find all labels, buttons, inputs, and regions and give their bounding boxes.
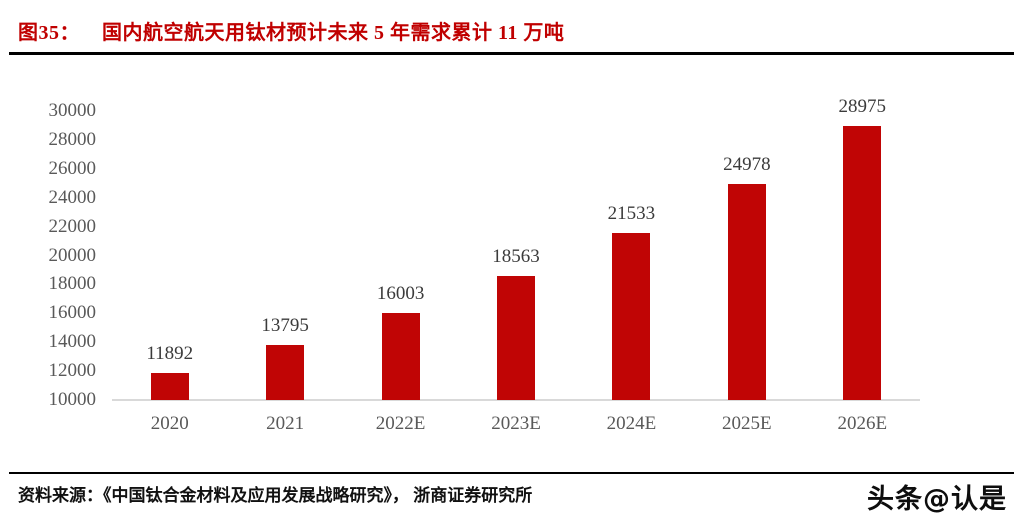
x-axis-category-label: 2020 xyxy=(150,413,189,434)
y-axis-tick-label: 14000 xyxy=(48,331,97,353)
y-axis: 30000 28000 26000 24000 22000 20000 18000 16000… xyxy=(16,100,97,410)
bar-2020 xyxy=(150,372,189,400)
bar-value-label: 18563 xyxy=(492,246,540,268)
figure-number-label: 图35： xyxy=(18,22,80,44)
y-axis-tick-label: 30000 xyxy=(48,100,97,121)
bar-value-label: 21533 xyxy=(607,203,656,225)
bar-2025E xyxy=(727,183,766,400)
y-axis-tick-label: 10000 xyxy=(48,389,97,410)
y-axis-tick-label: 22000 xyxy=(48,215,97,237)
bar-value-label: 16003 xyxy=(376,283,425,305)
bar-2021 xyxy=(266,345,305,400)
y-axis-tick-label: 20000 xyxy=(48,244,97,266)
watermark: 头条@认是 xyxy=(867,484,1007,515)
y-axis-tick-label: 24000 xyxy=(48,186,97,208)
bar-2023E xyxy=(497,276,535,400)
x-axis-category-label: 2025E xyxy=(722,413,772,434)
bar-value-label: 13795 xyxy=(261,315,309,337)
top-divider xyxy=(9,52,1014,55)
x-axis-category-label: 2021 xyxy=(266,413,305,434)
x-axis-category-label: 2026E xyxy=(837,413,888,434)
plot-area: 11892 2020 13795 2021 16003 2022E 18563 2023E 21… xyxy=(112,96,920,434)
x-axis-category-label: 2022E xyxy=(375,413,426,434)
y-axis-tick-label: 28000 xyxy=(48,128,97,150)
figure-title-text: 国内航空航天用钛材预计未来 5 年需求累计 11 万吨 xyxy=(102,22,565,44)
bar-2026E xyxy=(843,125,882,400)
bar-value-label: 28975 xyxy=(838,95,887,117)
x-axis-category-label: 2024E xyxy=(606,413,657,434)
bar-value-label: 24978 xyxy=(723,153,771,175)
x-axis-line xyxy=(112,399,920,401)
y-axis-tick-label: 12000 xyxy=(48,360,97,382)
figure-title: 图35： 国内航空航天用钛材预计未来 5 年需求累计 11 万吨 xyxy=(18,16,564,45)
source-text: 资料来源：《中国钛合金材料及应用发展战略研究》， 浙商证券研究所 xyxy=(18,486,533,505)
x-axis-category-label: 2023E xyxy=(491,413,541,434)
bar-2024E xyxy=(612,233,651,400)
bar-2022E xyxy=(381,313,420,400)
bottom-divider xyxy=(9,472,1014,474)
bar-value-label: 11892 xyxy=(146,342,194,364)
y-axis-tick-label: 18000 xyxy=(48,273,97,295)
y-axis-tick-label: 16000 xyxy=(48,302,97,324)
y-axis-tick-label: 26000 xyxy=(48,157,97,179)
